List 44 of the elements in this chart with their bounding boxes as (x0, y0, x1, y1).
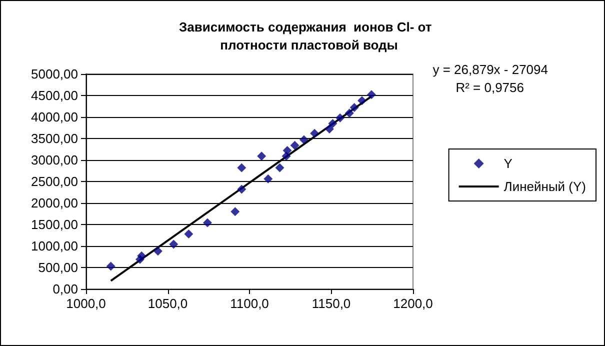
point (257, 152, 266, 161)
chart-title: Зависимость содержания ионов Cl- от плотности пластовой воды (179, 20, 439, 52)
y-tick-label: 3500,00 (31, 131, 78, 146)
text: y = 26,879x - 27094 (432, 62, 548, 77)
text: R² = 0,9756 (456, 80, 524, 95)
point (237, 184, 246, 194)
point (310, 128, 320, 138)
point (324, 124, 334, 134)
legend-label: Y (504, 156, 513, 171)
y-tick-label: 4500,00 (31, 88, 78, 103)
y-tick-label: 3000,00 (31, 152, 78, 168)
x-tick-label: 1200,0 (393, 296, 433, 311)
y-tick-label: 2500,00 (31, 174, 78, 189)
point (184, 229, 194, 238)
point (350, 103, 359, 112)
x-tick-label: 1000,0 (66, 296, 106, 311)
x-tick-label: 1050,0 (148, 296, 188, 311)
point (230, 207, 240, 216)
point (153, 246, 162, 256)
point (299, 135, 308, 144)
y-tick-label: 5000,00 (31, 66, 78, 82)
x-tick-label: 1150,0 (312, 296, 351, 311)
point (357, 96, 366, 106)
point (282, 146, 292, 156)
point (202, 218, 212, 228)
point (290, 140, 300, 150)
y-tick-label: 2000,00 (31, 196, 78, 210)
point (366, 90, 376, 100)
legend-label: Линейный (Y) (504, 179, 586, 194)
point (328, 118, 338, 128)
point (264, 174, 273, 184)
y-tick-label: 0,00 (52, 282, 78, 296)
y-tick-label: 4000,00 (31, 110, 78, 124)
point (169, 240, 178, 249)
point (106, 262, 116, 271)
point (237, 163, 246, 172)
point (344, 108, 354, 118)
point (336, 113, 345, 122)
y-tick-label: 1000,00 (31, 238, 78, 254)
y-tick-label: 500,00 (38, 260, 78, 275)
point (275, 163, 284, 172)
x-tick-label: 1100,0 (230, 296, 269, 311)
y-tick-label: 1500,00 (31, 217, 78, 232)
point (137, 251, 146, 260)
